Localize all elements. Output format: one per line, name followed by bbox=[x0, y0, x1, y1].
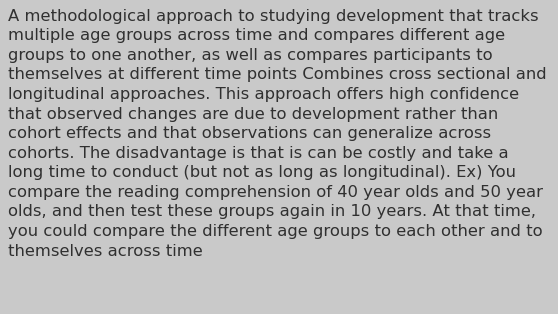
Text: A methodological approach to studying development that tracks
multiple age group: A methodological approach to studying de… bbox=[8, 9, 546, 258]
